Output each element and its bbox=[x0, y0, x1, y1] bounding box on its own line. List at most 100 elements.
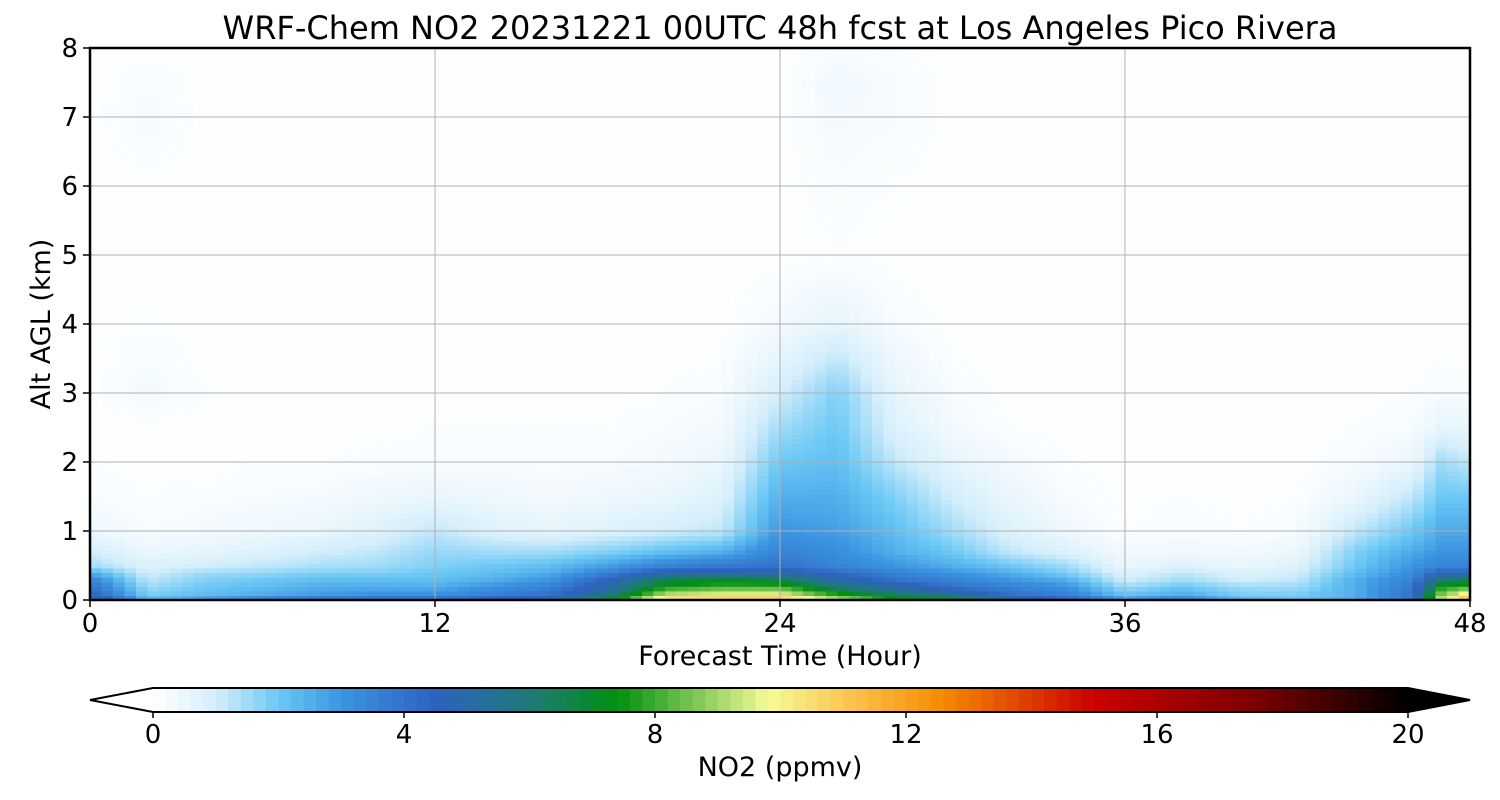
heatmap-cell bbox=[101, 494, 114, 500]
heatmap-cell bbox=[1182, 554, 1195, 560]
heatmap-cell bbox=[297, 595, 310, 600]
heatmap-cell bbox=[193, 563, 206, 569]
heatmap-cell bbox=[711, 558, 724, 564]
heatmap-cell bbox=[642, 563, 655, 569]
heatmap-cell bbox=[170, 572, 183, 578]
heatmap-cell bbox=[366, 466, 379, 472]
heatmap-cell bbox=[1113, 563, 1126, 569]
heatmap-cell bbox=[1205, 508, 1218, 514]
heatmap-cell bbox=[481, 526, 494, 532]
heatmap-cell bbox=[331, 471, 344, 477]
heatmap-cell bbox=[251, 567, 264, 573]
heatmap-cell bbox=[1171, 581, 1184, 587]
heatmap-cell bbox=[1010, 429, 1023, 435]
heatmap-cell bbox=[389, 494, 402, 500]
heatmap-cell bbox=[1021, 498, 1034, 504]
heatmap-cell bbox=[469, 466, 482, 472]
heatmap-cell bbox=[987, 586, 1000, 592]
heatmap-cell bbox=[1297, 549, 1310, 555]
heatmap-cell bbox=[1297, 540, 1310, 546]
heatmap-cell bbox=[193, 489, 206, 495]
heatmap-cell bbox=[642, 590, 655, 596]
heatmap-cell bbox=[791, 475, 804, 481]
heatmap-cell bbox=[1194, 466, 1207, 472]
heatmap-cell bbox=[320, 434, 333, 440]
heatmap-cell bbox=[366, 508, 379, 514]
heatmap-cell bbox=[688, 531, 701, 537]
heatmap-cell bbox=[538, 567, 551, 573]
heatmap-cell bbox=[262, 540, 275, 546]
heatmap-cell bbox=[1090, 439, 1103, 445]
heatmap-cell bbox=[515, 535, 528, 541]
heatmap-cell bbox=[469, 494, 482, 500]
heatmap-cell bbox=[596, 443, 609, 449]
heatmap-cell bbox=[366, 439, 379, 445]
heatmap-cell bbox=[630, 498, 643, 504]
heatmap-cell bbox=[170, 540, 183, 546]
heatmap-cell bbox=[975, 535, 988, 541]
heatmap-cell bbox=[354, 558, 367, 564]
heatmap-cell bbox=[1458, 457, 1470, 463]
heatmap-cell bbox=[1148, 411, 1161, 417]
heatmap-cell bbox=[734, 563, 747, 569]
heatmap-cell bbox=[251, 494, 264, 500]
heatmap-cell bbox=[193, 411, 206, 417]
heatmap-cell bbox=[757, 540, 770, 546]
heatmap-cell bbox=[228, 443, 241, 449]
heatmap-cell bbox=[1217, 489, 1230, 495]
heatmap-cell bbox=[1332, 475, 1345, 481]
heatmap-cell bbox=[550, 429, 563, 435]
heatmap-cell bbox=[481, 540, 494, 546]
heatmap-cell bbox=[1274, 439, 1287, 445]
heatmap-cell bbox=[101, 521, 114, 527]
heatmap-cell bbox=[458, 586, 471, 592]
heatmap-cell bbox=[1033, 577, 1046, 583]
heatmap-cell bbox=[1297, 590, 1310, 596]
heatmap-cell bbox=[492, 489, 505, 495]
heatmap-cell bbox=[872, 489, 885, 495]
heatmap-cell bbox=[1274, 434, 1287, 440]
heatmap-cell bbox=[1171, 434, 1184, 440]
heatmap-cell bbox=[343, 425, 356, 431]
heatmap-cell bbox=[596, 462, 609, 468]
heatmap-cell bbox=[619, 526, 632, 532]
heatmap-cell bbox=[1332, 462, 1345, 468]
heatmap-cell bbox=[469, 572, 482, 578]
heatmap-cell bbox=[676, 443, 689, 449]
heatmap-cell bbox=[297, 416, 310, 422]
heatmap-cell bbox=[262, 531, 275, 537]
heatmap-cell bbox=[1401, 485, 1414, 491]
heatmap-cell bbox=[1286, 503, 1299, 509]
heatmap-cell bbox=[170, 439, 183, 445]
heatmap-cell bbox=[745, 429, 758, 435]
heatmap-cell bbox=[814, 521, 827, 527]
heatmap-cell bbox=[1067, 462, 1080, 468]
heatmap-cell bbox=[1435, 531, 1448, 537]
heatmap-cell bbox=[170, 434, 183, 440]
heatmap-cell bbox=[1343, 471, 1356, 477]
heatmap-cell bbox=[1102, 567, 1115, 573]
heatmap-cell bbox=[90, 411, 103, 417]
heatmap-cell bbox=[1332, 567, 1345, 573]
heatmap-cell bbox=[481, 429, 494, 435]
heatmap-cell bbox=[1067, 586, 1080, 592]
heatmap-cell bbox=[1412, 577, 1425, 583]
heatmap-cell bbox=[895, 563, 908, 569]
heatmap-cell bbox=[216, 448, 229, 454]
heatmap-cell bbox=[113, 567, 126, 573]
heatmap-cell bbox=[1102, 471, 1115, 477]
heatmap-cell bbox=[768, 567, 781, 573]
heatmap-cell bbox=[688, 406, 701, 412]
heatmap-cell bbox=[665, 420, 678, 426]
heatmap-cell bbox=[964, 526, 977, 532]
heatmap-cell bbox=[1435, 439, 1448, 445]
heatmap-cell bbox=[274, 425, 287, 431]
heatmap-cell bbox=[101, 586, 114, 592]
heatmap-cell bbox=[1286, 549, 1299, 555]
heatmap-cell bbox=[216, 475, 229, 481]
heatmap-cell bbox=[1079, 471, 1092, 477]
heatmap-cell bbox=[527, 434, 540, 440]
heatmap-cell bbox=[1113, 439, 1126, 445]
heatmap-cell bbox=[734, 531, 747, 537]
heatmap-cell bbox=[216, 471, 229, 477]
